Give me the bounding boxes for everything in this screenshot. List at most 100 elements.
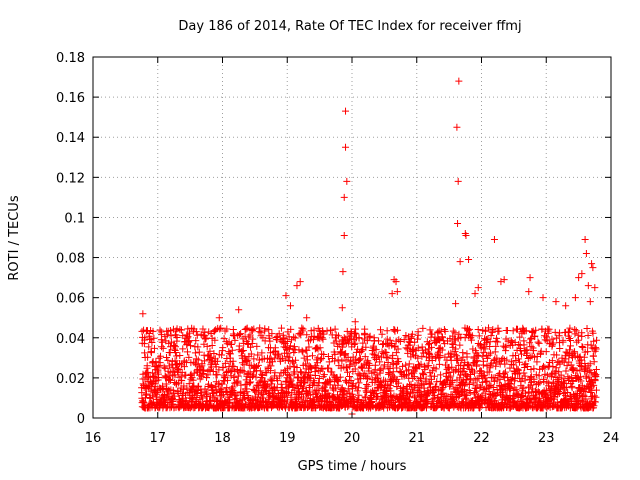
data-point	[389, 368, 397, 376]
data-point	[465, 256, 473, 264]
data-point	[278, 383, 286, 391]
data-point	[231, 336, 239, 344]
data-point	[579, 344, 587, 352]
data-point	[261, 377, 269, 385]
data-point	[268, 330, 276, 338]
data-point	[571, 294, 579, 302]
data-point	[383, 335, 391, 343]
data-point	[516, 333, 524, 341]
data-point	[303, 356, 311, 364]
data-point	[566, 324, 574, 332]
data-point	[393, 375, 401, 383]
data-point	[394, 345, 402, 353]
data-point	[288, 357, 296, 365]
data-point	[149, 392, 157, 400]
data-point	[206, 347, 214, 355]
data-point	[338, 340, 346, 348]
data-point	[515, 355, 523, 363]
data-point	[351, 365, 359, 373]
data-point	[322, 379, 330, 387]
data-point	[584, 348, 592, 356]
data-point	[468, 365, 476, 373]
data-point	[536, 378, 544, 386]
data-point	[548, 370, 556, 378]
data-point	[456, 341, 464, 349]
data-point	[342, 107, 350, 115]
data-point	[174, 365, 182, 373]
data-point	[549, 339, 557, 347]
data-point	[557, 371, 565, 379]
data-point	[475, 332, 483, 340]
data-point	[249, 335, 257, 343]
data-point	[284, 349, 292, 357]
data-point	[216, 386, 224, 394]
data-point	[184, 325, 192, 333]
data-point	[195, 348, 203, 356]
data-point	[200, 357, 208, 365]
data-point	[202, 334, 210, 342]
data-point	[163, 331, 171, 339]
data-point	[553, 351, 561, 359]
data-point	[206, 367, 214, 375]
data-point	[452, 300, 460, 308]
y-tick-label: 0.16	[56, 91, 85, 106]
data-point	[592, 345, 600, 353]
data-point	[267, 362, 275, 370]
data-point	[213, 371, 221, 379]
data-point	[411, 392, 419, 400]
data-point	[479, 378, 487, 386]
data-point	[341, 350, 349, 358]
data-point	[376, 358, 384, 366]
data-point	[219, 344, 227, 352]
data-point	[535, 339, 543, 347]
data-point	[244, 357, 252, 365]
data-point	[235, 342, 243, 350]
data-point	[485, 324, 493, 332]
data-point	[522, 327, 530, 335]
data-point	[338, 304, 346, 312]
data-point	[351, 318, 359, 326]
data-point	[156, 359, 164, 367]
data-point	[169, 396, 177, 404]
data-point	[553, 382, 561, 390]
data-point	[234, 372, 242, 380]
data-point	[286, 302, 294, 310]
data-point	[356, 356, 364, 364]
data-point	[158, 338, 166, 346]
data-point	[228, 340, 236, 348]
data-point	[265, 334, 273, 342]
data-point	[351, 339, 359, 347]
data-point	[230, 363, 238, 371]
data-point	[355, 391, 363, 399]
data-point	[425, 379, 433, 387]
data-point	[514, 325, 522, 333]
data-point	[436, 351, 444, 359]
data-point	[290, 343, 298, 351]
data-point	[143, 390, 151, 398]
y-tick-label: 0.08	[56, 252, 85, 267]
data-point	[215, 314, 223, 322]
data-point	[339, 268, 347, 276]
data-point	[286, 372, 294, 380]
data-point	[536, 365, 544, 373]
data-point	[448, 377, 456, 385]
data-point	[373, 393, 381, 401]
data-point	[165, 390, 173, 398]
data-point	[494, 338, 502, 346]
data-point	[429, 395, 437, 403]
data-point	[153, 388, 161, 396]
data-point	[482, 378, 490, 386]
data-point	[261, 325, 269, 333]
data-point	[299, 393, 307, 401]
data-point	[145, 343, 153, 351]
data-point	[400, 336, 408, 344]
data-point	[282, 292, 290, 300]
data-point	[479, 357, 487, 365]
data-point	[420, 371, 428, 379]
data-point	[439, 333, 447, 341]
data-point	[369, 350, 377, 358]
data-point	[144, 368, 152, 376]
data-point	[283, 391, 291, 399]
data-point	[228, 362, 236, 370]
data-point	[166, 375, 174, 383]
